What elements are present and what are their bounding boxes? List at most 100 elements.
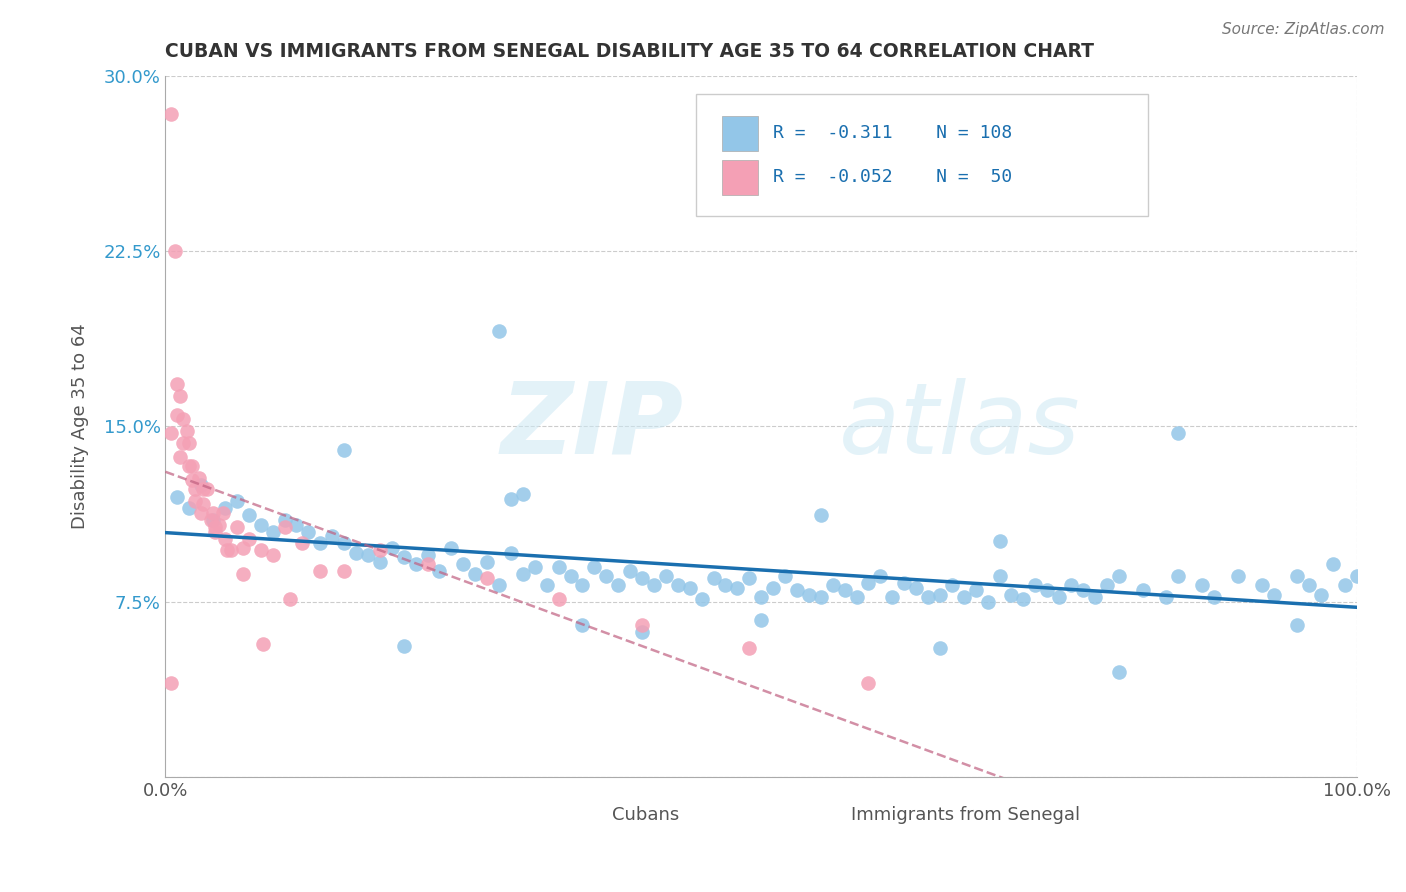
Point bbox=[1322, 558, 1344, 572]
Point bbox=[297, 524, 319, 539]
Point bbox=[488, 578, 510, 592]
Text: Cubans: Cubans bbox=[612, 806, 679, 824]
Point bbox=[619, 564, 641, 578]
Point bbox=[166, 408, 188, 422]
Point bbox=[440, 541, 463, 555]
Text: R =  -0.052    N =  50: R = -0.052 N = 50 bbox=[773, 168, 1012, 186]
Point bbox=[905, 581, 928, 595]
Point bbox=[1024, 578, 1046, 592]
Point bbox=[1286, 618, 1309, 632]
Point bbox=[225, 520, 247, 534]
Point bbox=[536, 578, 558, 592]
Point bbox=[273, 513, 295, 527]
Point bbox=[238, 508, 260, 523]
Point bbox=[1191, 578, 1213, 592]
Point bbox=[180, 459, 202, 474]
Point bbox=[821, 578, 844, 592]
Point bbox=[333, 564, 356, 578]
Point bbox=[249, 517, 271, 532]
Point bbox=[357, 548, 380, 562]
Point bbox=[180, 473, 202, 487]
Point bbox=[1132, 582, 1154, 597]
Point bbox=[797, 588, 820, 602]
Point bbox=[643, 578, 665, 592]
Text: CUBAN VS IMMIGRANTS FROM SENEGAL DISABILITY AGE 35 TO 64 CORRELATION CHART: CUBAN VS IMMIGRANTS FROM SENEGAL DISABIL… bbox=[166, 42, 1094, 61]
Point bbox=[1298, 578, 1320, 592]
Point bbox=[560, 569, 582, 583]
Text: Immigrants from Senegal: Immigrants from Senegal bbox=[851, 806, 1080, 824]
Point bbox=[204, 520, 226, 534]
Point bbox=[179, 501, 201, 516]
FancyBboxPatch shape bbox=[696, 94, 1149, 216]
Point bbox=[163, 244, 186, 259]
Point bbox=[488, 324, 510, 338]
Point bbox=[1167, 569, 1189, 583]
Point bbox=[211, 506, 233, 520]
Point bbox=[160, 106, 183, 120]
Point bbox=[917, 590, 939, 604]
Point bbox=[1095, 578, 1118, 592]
Point bbox=[1000, 588, 1022, 602]
Point bbox=[1250, 578, 1272, 592]
Point bbox=[1084, 590, 1107, 604]
FancyBboxPatch shape bbox=[581, 805, 605, 828]
Text: Source: ZipAtlas.com: Source: ZipAtlas.com bbox=[1222, 22, 1385, 37]
Point bbox=[773, 569, 796, 583]
Point bbox=[631, 571, 654, 585]
Point bbox=[595, 569, 617, 583]
Text: R =  -0.311    N = 108: R = -0.311 N = 108 bbox=[773, 124, 1012, 142]
Point bbox=[858, 676, 880, 690]
Point bbox=[179, 435, 201, 450]
Point bbox=[321, 529, 343, 543]
Point bbox=[738, 571, 761, 585]
Point bbox=[893, 575, 915, 590]
Point bbox=[571, 618, 593, 632]
Point bbox=[512, 566, 534, 581]
Point bbox=[451, 558, 474, 572]
Point bbox=[690, 592, 713, 607]
Point bbox=[976, 594, 998, 608]
Point bbox=[1012, 592, 1035, 607]
Point bbox=[1167, 426, 1189, 441]
Point bbox=[1263, 588, 1285, 602]
Point bbox=[169, 389, 191, 403]
Point bbox=[190, 506, 212, 520]
Point bbox=[762, 581, 785, 595]
Point bbox=[184, 494, 207, 508]
Point bbox=[392, 550, 415, 565]
Point bbox=[952, 590, 974, 604]
Point bbox=[1071, 582, 1094, 597]
Point bbox=[172, 435, 194, 450]
Point bbox=[988, 569, 1011, 583]
Point bbox=[475, 555, 498, 569]
Point bbox=[858, 575, 880, 590]
Point bbox=[217, 543, 239, 558]
Point bbox=[738, 641, 761, 656]
Point bbox=[232, 541, 254, 555]
Point bbox=[725, 581, 748, 595]
Point bbox=[273, 520, 295, 534]
Point bbox=[262, 524, 284, 539]
Point bbox=[190, 478, 212, 492]
Point bbox=[225, 494, 247, 508]
Point bbox=[929, 641, 952, 656]
Point bbox=[202, 513, 225, 527]
Point bbox=[368, 543, 391, 558]
Point bbox=[429, 564, 451, 578]
Point bbox=[786, 582, 808, 597]
Point bbox=[1310, 588, 1333, 602]
Point bbox=[184, 483, 207, 497]
Point bbox=[405, 558, 427, 572]
Point bbox=[368, 555, 391, 569]
Point bbox=[988, 533, 1011, 548]
Point bbox=[702, 571, 724, 585]
Point bbox=[523, 559, 546, 574]
Point bbox=[195, 483, 218, 497]
Point bbox=[208, 517, 231, 532]
Point bbox=[666, 578, 689, 592]
Point bbox=[882, 590, 904, 604]
Point bbox=[810, 590, 832, 604]
Point bbox=[1156, 590, 1178, 604]
Point bbox=[547, 559, 569, 574]
Point bbox=[1036, 582, 1059, 597]
